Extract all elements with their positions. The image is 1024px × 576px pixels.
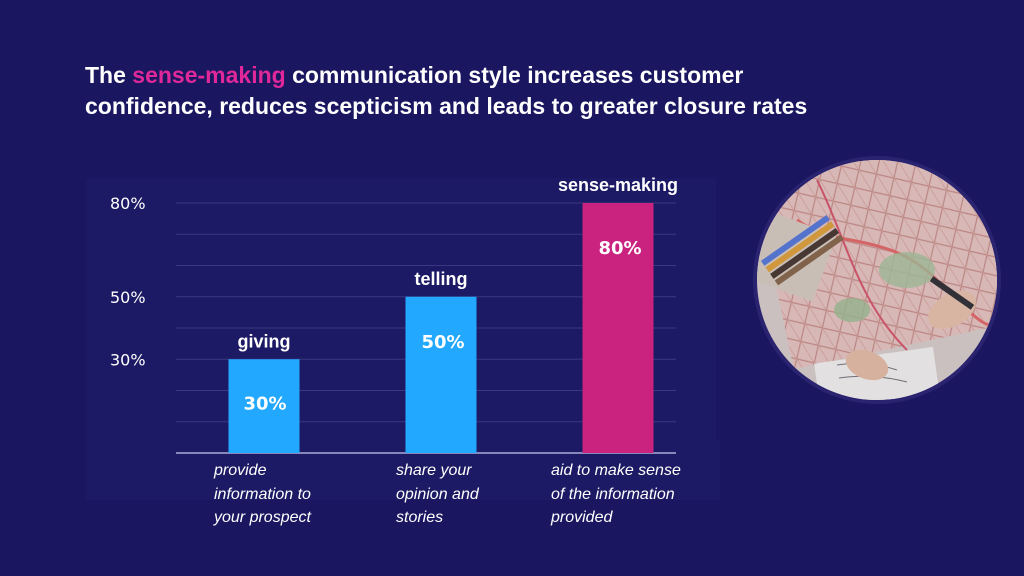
headline-suffix: communication style increases customer c…: [85, 62, 808, 119]
y-tick-label: 80%: [110, 194, 146, 213]
description-line: information to: [214, 485, 311, 503]
description-line: provide: [214, 462, 267, 479]
category-description-sense-making: aid to make sense of the information provi…: [551, 459, 681, 530]
headline-accent: sense-making: [132, 62, 286, 88]
description-line: your prospect: [214, 509, 311, 526]
category-label: sense-making: [558, 175, 678, 195]
description-line: provided: [551, 509, 613, 526]
description-line: opinion and: [396, 485, 479, 503]
data-label: 50%: [421, 332, 464, 353]
bar-giving: [228, 359, 300, 453]
description-line: aid to make sense: [551, 462, 681, 479]
headline: The sense-making communication style inc…: [85, 60, 845, 122]
data-label: 30%: [243, 393, 286, 414]
category-label: giving: [238, 331, 291, 351]
category-label: telling: [415, 269, 468, 289]
y-tick-label: 50%: [110, 288, 146, 307]
y-tick-label: 30%: [110, 350, 146, 369]
chart-background-extension: [676, 440, 720, 500]
map-with-hands-photo: [757, 160, 997, 400]
description-line: share your: [396, 462, 472, 479]
category-description-telling: share your opinion and stories: [396, 459, 479, 530]
bar-sense-making: [582, 203, 654, 453]
headline-prefix: The: [85, 62, 133, 88]
description-line: stories: [396, 509, 444, 526]
data-label: 80%: [598, 238, 641, 259]
bar-telling: [405, 296, 477, 453]
description-line: of the information: [551, 485, 675, 503]
category-description-giving: provide information to your prospect: [214, 459, 311, 530]
